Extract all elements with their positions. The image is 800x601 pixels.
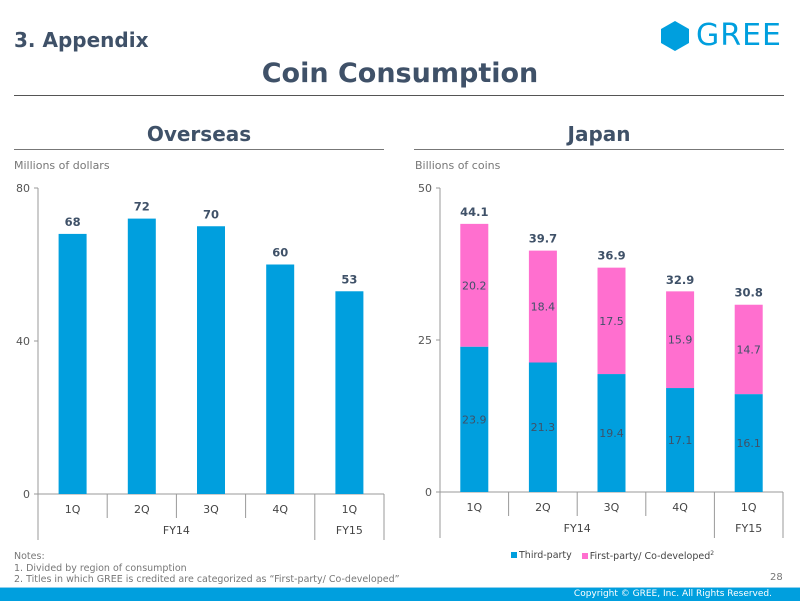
legend: Third-party First-party/ Co-developed2 xyxy=(511,550,714,562)
data-label: 72 xyxy=(134,200,150,214)
total-label: 32.9 xyxy=(666,273,694,287)
legend-swatch xyxy=(511,552,517,558)
total-label: 44.1 xyxy=(460,205,488,219)
segment-label: 20.2 xyxy=(462,279,487,292)
legend-footnote: 2 xyxy=(710,550,715,557)
notes: Notes: 1. Divided by region of consumpti… xyxy=(14,551,400,586)
group-label: FY14 xyxy=(163,524,190,537)
y-tick-label: 0 xyxy=(23,488,30,501)
x-tick-label: 3Q xyxy=(604,501,620,514)
bar xyxy=(335,291,364,494)
x-tick-label: 4Q xyxy=(672,501,688,514)
bar-segment xyxy=(666,291,695,389)
japan-title: Japan xyxy=(567,122,631,146)
japan-unit: Billions of coins xyxy=(415,159,501,172)
y-tick-label: 25 xyxy=(418,334,432,347)
segment-label: 15.9 xyxy=(668,334,693,347)
bar-segment xyxy=(528,362,557,492)
overseas-title: Overseas xyxy=(146,122,252,146)
page-title: Coin Consumption xyxy=(261,58,539,89)
y-tick-label: 40 xyxy=(16,335,30,348)
group-label: FY15 xyxy=(735,522,762,535)
bar xyxy=(266,264,295,494)
bar-segment xyxy=(460,223,489,347)
page-number: 28 xyxy=(770,572,783,583)
bar xyxy=(127,218,156,494)
overseas-unit: Millions of dollars xyxy=(14,159,110,172)
legend-third-party: Third-party xyxy=(511,550,572,562)
section-heading: 3. Appendix xyxy=(14,28,149,52)
legend-swatch xyxy=(581,553,588,560)
bar xyxy=(197,226,225,494)
note-1: 1. Divided by region of consumption xyxy=(14,562,187,574)
x-tick-label: 2Q xyxy=(134,503,150,516)
bar xyxy=(58,233,87,494)
x-tick-label: 1Q xyxy=(342,503,358,516)
bar-segment xyxy=(666,388,695,492)
bar-segment xyxy=(597,267,626,375)
group-label: FY14 xyxy=(564,522,591,535)
notes-heading: Notes: xyxy=(14,551,45,562)
copyright: Copyright © GREE, Inc. All Rights Reserv… xyxy=(573,589,772,599)
segment-label: 19.4 xyxy=(599,427,624,440)
segment-label: 18.4 xyxy=(531,301,556,314)
total-label: 39.7 xyxy=(529,232,557,246)
x-tick-label: 2Q xyxy=(535,501,551,514)
gree-logo: GREE xyxy=(660,18,782,53)
x-tick-label: 1Q xyxy=(466,501,482,514)
y-tick-label: 50 xyxy=(418,182,432,195)
segment-label: 14.7 xyxy=(736,343,761,356)
bar-segment xyxy=(734,304,763,395)
legend-first-party: First-party/ Co-developed2 xyxy=(581,550,715,563)
total-label: 30.8 xyxy=(735,286,763,300)
legend-label: First-party/ Co-developed xyxy=(589,551,711,563)
data-label: 53 xyxy=(341,272,357,286)
y-tick-label: 80 xyxy=(16,182,30,195)
group-label: FY15 xyxy=(336,524,363,537)
x-tick-label: 4Q xyxy=(272,503,288,516)
segment-label: 21.3 xyxy=(531,421,556,434)
x-tick-label: 3Q xyxy=(203,503,219,516)
total-label: 36.9 xyxy=(597,249,625,263)
data-label: 68 xyxy=(65,215,81,229)
legend-label: Third-party xyxy=(519,550,572,561)
bar-segment xyxy=(460,346,489,492)
note-2: 2. Titles in which GREE is credited are … xyxy=(14,574,400,585)
segment-label: 23.9 xyxy=(462,413,487,426)
logo-text: GREE xyxy=(696,18,783,53)
overseas-divider xyxy=(14,149,384,150)
hexagon-icon xyxy=(661,20,689,51)
data-label: 60 xyxy=(272,246,288,260)
japan-divider xyxy=(414,149,784,150)
x-tick-label: 1Q xyxy=(65,503,81,516)
segment-label: 16.1 xyxy=(736,437,761,450)
x-tick-label: 1Q xyxy=(741,501,757,514)
segment-label: 17.1 xyxy=(668,434,693,447)
footer-bar xyxy=(0,587,800,601)
title-divider xyxy=(14,95,784,96)
data-label: 70 xyxy=(203,207,219,221)
segment-label: 17.5 xyxy=(599,315,624,328)
bar-segment xyxy=(734,394,763,492)
y-tick-label: 0 xyxy=(425,486,432,499)
bar-segment xyxy=(528,250,557,363)
bar-segment xyxy=(597,374,626,492)
